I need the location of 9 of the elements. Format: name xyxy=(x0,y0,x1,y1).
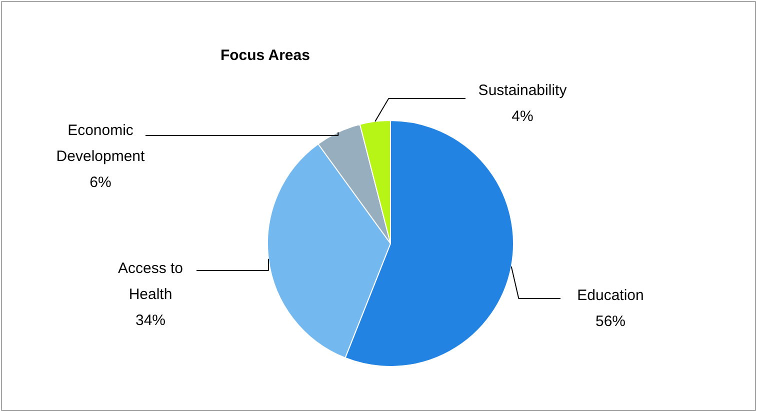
data-label: 34% xyxy=(135,312,166,329)
data-label: 56% xyxy=(595,313,626,330)
data-label: 6% xyxy=(90,174,112,191)
chart-title: Focus Areas xyxy=(220,47,310,64)
slice-label: Education xyxy=(577,287,644,304)
slice-label: Access to Health xyxy=(118,260,184,303)
data-label: 4% xyxy=(512,108,534,125)
slice-label: Sustainability xyxy=(478,82,568,99)
slice-label: Economic Development xyxy=(56,122,146,165)
